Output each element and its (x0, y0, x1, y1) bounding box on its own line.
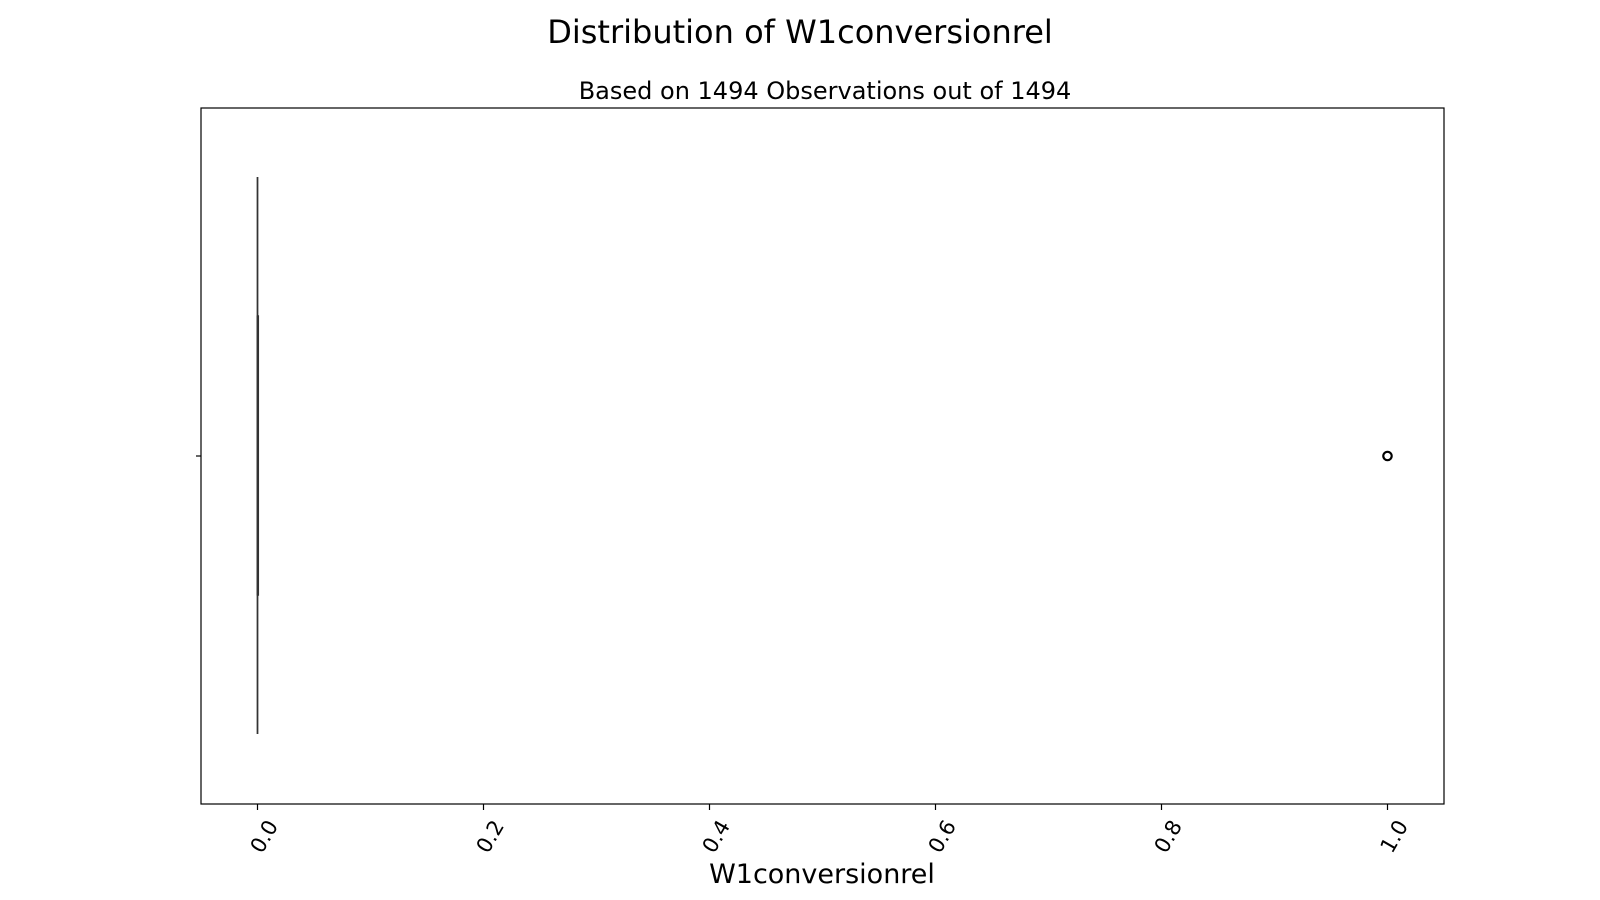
x-tick-label: 1.0 (1376, 816, 1413, 857)
plot-frame (200, 107, 1445, 805)
x-tick-label: 0.0 (246, 816, 283, 857)
x-tick-label: 0.8 (1150, 816, 1187, 857)
outlier-point (1382, 450, 1393, 462)
x-axis-label: W1conversionrel (709, 859, 935, 890)
chart-subtitle: Based on 1494 Observations out of 1494 (579, 77, 1072, 105)
x-tick-label: 0.2 (472, 816, 509, 857)
marks-layer: 0.0 0.2 0.4 0.6 0.8 1.0 (246, 177, 1413, 857)
x-tick-label: 0.6 (924, 816, 961, 857)
chart-title: Distribution of W1conversionrel (547, 13, 1053, 51)
x-tick-label: 0.4 (698, 816, 735, 857)
